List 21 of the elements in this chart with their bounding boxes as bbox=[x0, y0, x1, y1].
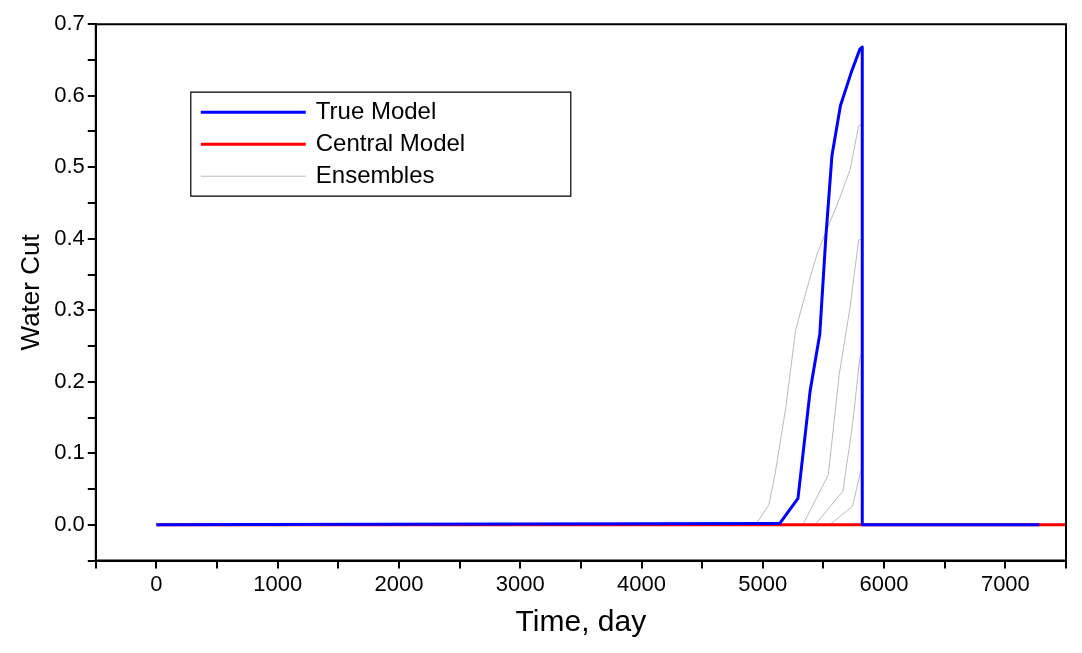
x-tick-label: 2000 bbox=[374, 570, 424, 596]
x-tick-label: 3000 bbox=[495, 570, 545, 596]
y-tick-label: 0.5 bbox=[54, 153, 85, 179]
y-tick-label: 0.3 bbox=[54, 296, 85, 322]
x-tick-label: 0 bbox=[150, 570, 163, 596]
legend-label: Central Model bbox=[315, 128, 466, 156]
y-tick-label: 0.6 bbox=[54, 81, 85, 107]
x-tick-label: 7000 bbox=[980, 570, 1030, 596]
x-tick-label: 1000 bbox=[253, 570, 303, 596]
x-tick-label: 4000 bbox=[617, 570, 667, 596]
y-tick-label: 0.2 bbox=[54, 367, 85, 393]
y-tick-label: 0.1 bbox=[54, 439, 85, 465]
legend-label: True Model bbox=[315, 96, 437, 124]
legend-label: Ensembles bbox=[315, 160, 435, 188]
x-tick-label: 6000 bbox=[859, 570, 909, 596]
y-axis-title: Water Cut bbox=[14, 233, 45, 351]
x-tick-label: 5000 bbox=[738, 570, 788, 596]
y-tick-label: 0.0 bbox=[54, 510, 85, 536]
x-axis-title: Time, day bbox=[515, 604, 647, 638]
y-tick-label: 0.4 bbox=[54, 224, 85, 250]
y-tick-label: 0.7 bbox=[54, 10, 85, 36]
